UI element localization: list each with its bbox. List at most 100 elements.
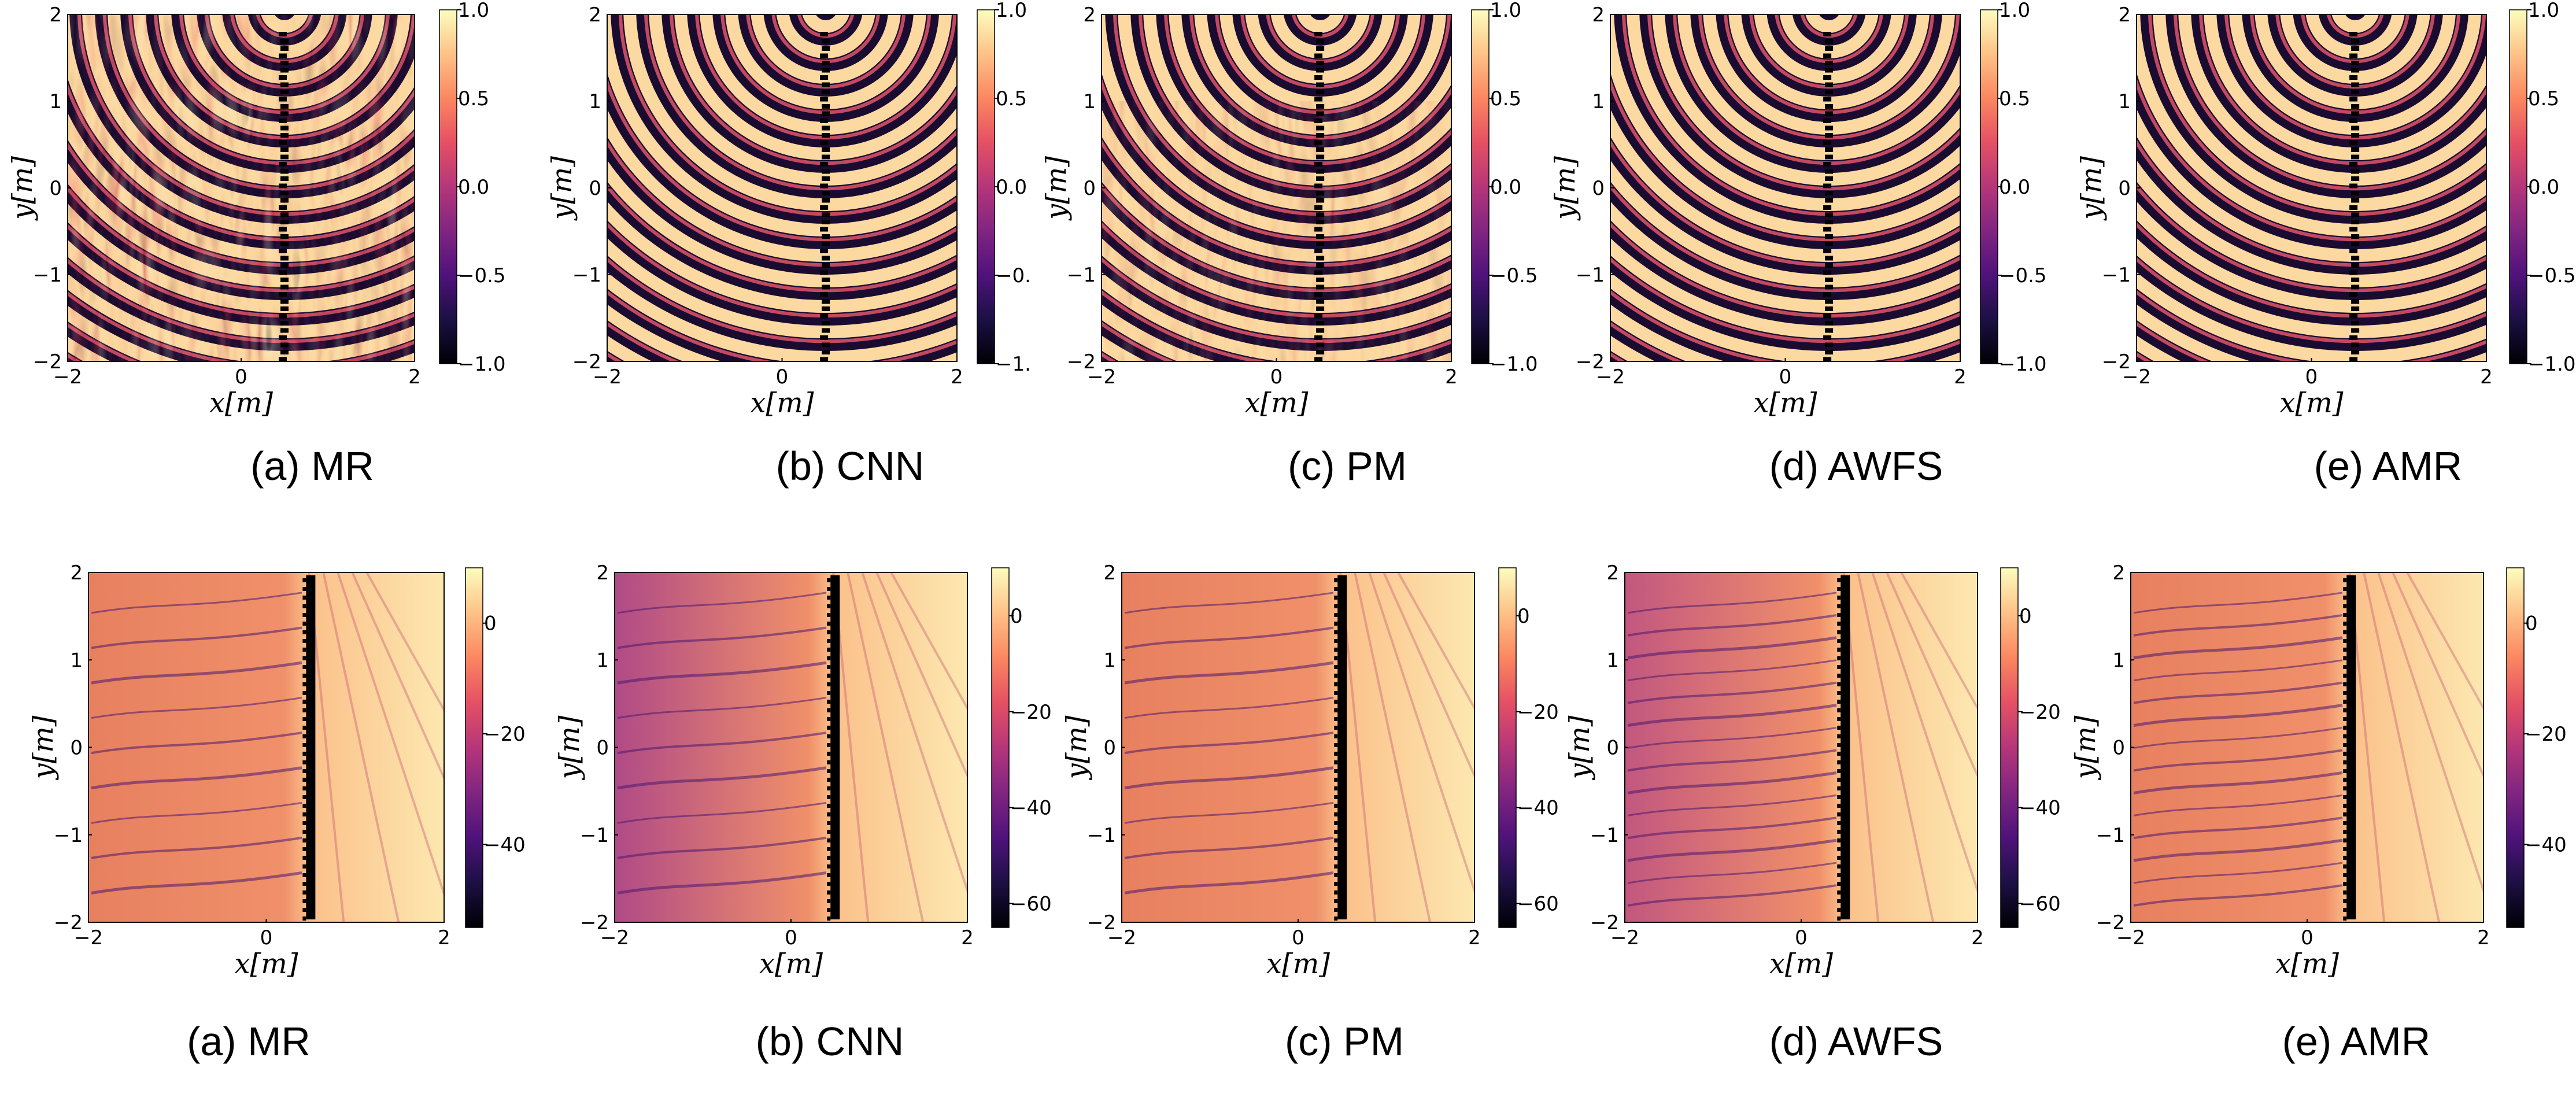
y-tick-label: −2 (1067, 350, 1096, 374)
heatmap-image (2131, 572, 2483, 922)
colorbar: 1.0 0.5 0.0 −0. −1. (977, 0, 1031, 376)
y-tick-label: 0 (1103, 737, 1116, 760)
colorbar-tick-label: 0.5 (2528, 87, 2559, 110)
x-tick-label: 2 (961, 926, 974, 949)
colorbar: 1.0 0.5 0.0 −0.5 −1.0 (1471, 0, 1538, 376)
colorbar-tick-label: 0 (2019, 605, 2032, 628)
colorbar-tick-label: −20 (2019, 701, 2061, 724)
y-tick-label: −1 (1067, 264, 1096, 287)
panel-caption: (e) AMR (2314, 444, 2463, 489)
y-tick-label: 2 (2118, 3, 2131, 27)
y-tick-label: 0 (589, 177, 601, 200)
y-tick-label: −1 (580, 824, 609, 847)
colorbar-tick-label: 1.0 (2528, 0, 2559, 22)
colorbar-tick-label: −1.0 (1490, 353, 1538, 376)
colorbar: 0 −20 −40 −60 (991, 567, 1052, 928)
colorbar-tick-label: 0 (1010, 605, 1023, 628)
x-tick-label: −2 (2116, 926, 2145, 949)
y-tick-label: 0 (596, 737, 609, 760)
y-tick-label: 2 (1083, 3, 1096, 27)
y-tick-label: −2 (2096, 911, 2125, 934)
colorbar-tick-label: 0.5 (1490, 87, 1521, 110)
y-tick-label: 2 (589, 3, 601, 27)
colorbar-tick-label: −40 (2525, 833, 2567, 856)
x-axis-label: x[m] (234, 948, 298, 980)
y-tick-label: −1 (1087, 824, 1116, 847)
heatmap-image (2137, 14, 2486, 361)
x-tick-label: 0 (235, 365, 247, 389)
y-tick-label: 2 (596, 561, 609, 585)
x-tick-label: −2 (74, 926, 103, 949)
x-axis-label: x[m] (750, 387, 814, 419)
colorbar: 1.0 0.5 0.0 −0.5 −1.0 (1980, 0, 2047, 376)
x-tick-label: −2 (1087, 365, 1116, 389)
colorbar-tick-label: −1.0 (2528, 353, 2576, 376)
colorbar-tick-label: −0. (996, 264, 1031, 287)
y-tick-label: 2 (70, 561, 83, 585)
colorbar-tick-label: −20 (1010, 701, 1052, 724)
y-tick-label: 1 (2112, 649, 2125, 672)
panel-top-c-pm: −2 0 2 −2 −1 0 1 2 x[m] y[m] 1.0 0.5 0.0 −0.5 −1.0 (1040, 0, 1538, 419)
panel-caption: (b) CNN (756, 1019, 904, 1064)
y-axis-label: y[m] (2075, 156, 2108, 221)
y-tick-label: 1 (1606, 649, 1619, 672)
y-tick-label: −2 (1590, 911, 1619, 934)
y-tick-label: 1 (1103, 649, 1116, 672)
x-axis-label: x[m] (2279, 387, 2343, 419)
x-tick-label: 2 (1468, 926, 1481, 949)
colorbar: 1.0 0.5 0.0 −0.5 −1.0 (2509, 0, 2576, 376)
y-tick-label: 1 (1592, 90, 1605, 113)
y-tick-label: 2 (1103, 561, 1116, 585)
colorbar-tick-label: −0.5 (1999, 264, 2047, 287)
colorbar-tick-label: −40 (1010, 797, 1052, 820)
x-tick-label: 0 (260, 926, 273, 949)
x-tick-label: 2 (2477, 926, 2490, 949)
colorbar-tick-label: −1.0 (458, 353, 506, 376)
x-tick-label: 2 (1445, 365, 1458, 389)
heatmap-image (88, 572, 444, 922)
colorbar-tick-label: −0.5 (2528, 264, 2576, 287)
colorbar-tick-label: −60 (1010, 893, 1052, 916)
colorbar-tick-label: −0.5 (1490, 264, 1538, 287)
colorbar-tick-label: 0.0 (1490, 176, 1521, 199)
colorbar-tick-label: −0.5 (458, 264, 506, 287)
colorbar-tick-label: 0.0 (996, 176, 1027, 199)
panel-caption: (d) AWFS (1769, 444, 1943, 489)
x-axis-label: x[m] (1769, 948, 1833, 980)
x-axis-label: x[m] (2275, 948, 2339, 980)
x-tick-label: 0 (1795, 926, 1808, 949)
x-axis-label: x[m] (1244, 387, 1308, 419)
y-tick-label: 2 (1592, 3, 1605, 27)
x-tick-label: 2 (1954, 365, 1967, 389)
y-axis-label: y[m] (2069, 715, 2102, 780)
y-tick-label: 1 (1083, 90, 1096, 113)
colorbar-tick-label: −20 (1517, 701, 1559, 724)
heatmap-image (615, 572, 967, 922)
colorbar-tick-label: 0 (1517, 605, 1530, 628)
colorbar-tick-label: 1.0 (1999, 0, 2030, 22)
y-axis-label: y[m] (553, 715, 586, 780)
colorbar: 0 −20 −40 (465, 567, 526, 928)
colorbar-tick-label: 0.0 (458, 176, 489, 199)
x-tick-label: 0 (1779, 365, 1792, 389)
colorbar-tick-label: −40 (2019, 797, 2061, 820)
x-tick-label: 0 (2301, 926, 2313, 949)
y-tick-label: −1 (2102, 264, 2131, 287)
panel-caption: (c) PM (1288, 444, 1407, 489)
colorbar-tick-label: 0.0 (2528, 176, 2559, 199)
y-tick-label: −2 (1576, 350, 1605, 374)
y-axis-label: y[m] (6, 156, 39, 221)
colorbar-tick-label: 0 (2525, 612, 2538, 635)
x-tick-label: 0 (776, 365, 789, 389)
x-tick-label: 2 (951, 365, 963, 389)
y-axis-label: y[m] (1040, 156, 1073, 221)
y-tick-label: −1 (2096, 824, 2125, 847)
y-axis-label: y[m] (27, 715, 60, 780)
heatmap-image (1102, 14, 1451, 361)
colorbar-tick-label: −40 (484, 833, 526, 856)
